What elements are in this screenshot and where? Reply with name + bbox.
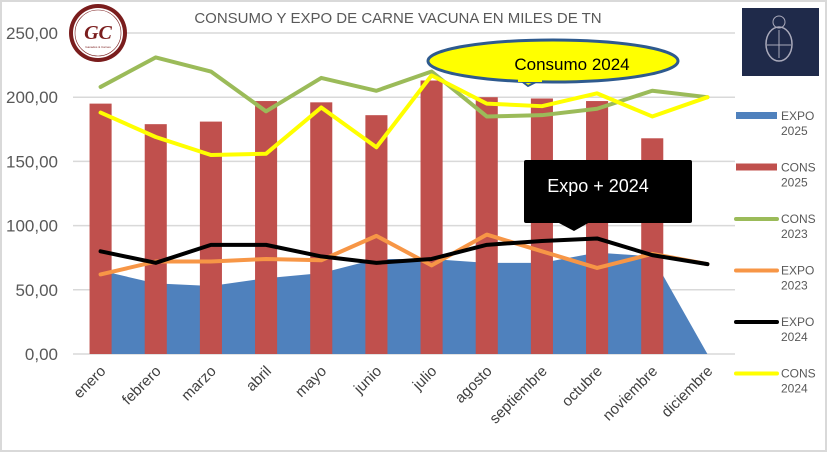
legend-label: EXPO 2024 bbox=[781, 315, 814, 344]
bar-cons-2025 bbox=[144, 124, 167, 354]
legend-label: CONS 2024 bbox=[781, 367, 816, 396]
argentina-coat-of-arms-logo bbox=[742, 8, 819, 76]
legend-swatch bbox=[736, 163, 777, 171]
y-tick-label: 200,00 bbox=[6, 88, 58, 107]
line-cons-2023 bbox=[98, 55, 710, 119]
expo-2024-callout: Expo + 2024 bbox=[524, 160, 692, 231]
gc-logo-subtitle: Ganados & Carnes bbox=[85, 45, 111, 49]
legend-label: CONS 2025 bbox=[781, 161, 816, 190]
y-tick-label: 150,00 bbox=[6, 152, 58, 171]
legend-label: CONS 2023 bbox=[781, 212, 816, 241]
area-expo-2025 bbox=[100, 252, 708, 354]
legend-swatch bbox=[736, 112, 777, 119]
gc-logo: GC Ganados & Carnes bbox=[69, 4, 127, 62]
legend-label: EXPO 2023 bbox=[781, 264, 814, 293]
expo-2024-label: Expo + 2024 bbox=[547, 176, 649, 196]
line-expo-2024 bbox=[98, 236, 710, 267]
bar-cons-2025 bbox=[475, 97, 498, 354]
bar-cons-2025 bbox=[310, 102, 333, 354]
chart-title: CONSUMO Y EXPO DE CARNE VACUNA EN MILES … bbox=[194, 10, 601, 27]
y-tick-label: 250,00 bbox=[6, 24, 58, 43]
line-cons-2024 bbox=[98, 73, 710, 157]
y-tick-label: 50,00 bbox=[15, 281, 58, 300]
gc-logo-text: GC bbox=[84, 22, 112, 44]
consumo-2024-callout: Consumo 2024 bbox=[426, 38, 680, 88]
bar-cons-2025 bbox=[199, 121, 222, 354]
consumo-2024-label: Consumo 2024 bbox=[514, 55, 629, 74]
y-tick-label: 0,00 bbox=[25, 345, 58, 364]
bar-cons-2025 bbox=[255, 101, 278, 354]
y-tick-label: 100,00 bbox=[6, 217, 58, 236]
bar-cons-2025 bbox=[530, 98, 553, 354]
line-expo-2023 bbox=[98, 232, 710, 277]
legend-label: EXPO 2025 bbox=[781, 109, 814, 138]
bar-cons-2025 bbox=[420, 80, 443, 355]
bar-cons-2025 bbox=[586, 101, 609, 354]
bar-cons-2025 bbox=[89, 103, 112, 355]
